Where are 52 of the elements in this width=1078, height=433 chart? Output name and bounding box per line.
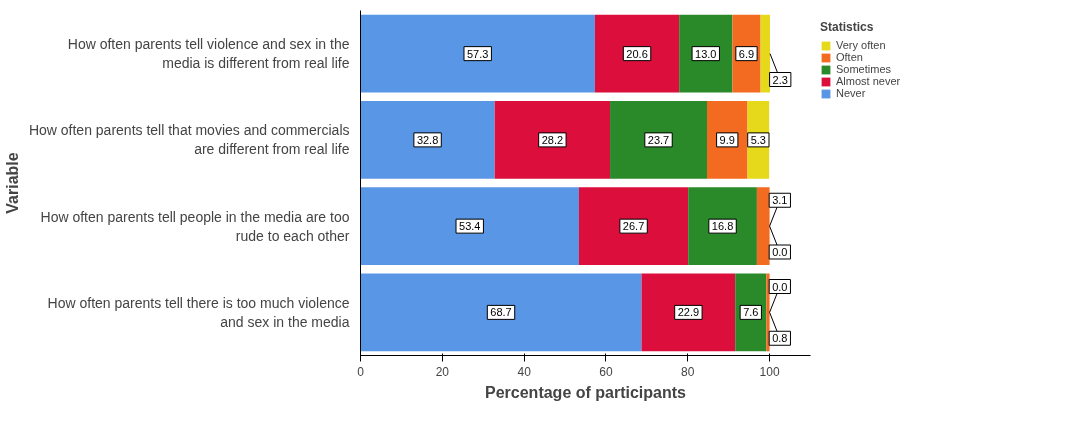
data-label: 2.3 xyxy=(772,73,788,86)
data-label: 22.9 xyxy=(677,306,700,319)
y-tick-label: How often parents tell there is too much violence and sex in the media xyxy=(47,294,350,330)
bar xyxy=(760,14,770,93)
legend-title: Statistics xyxy=(820,20,875,34)
bar xyxy=(360,273,642,352)
y-axis-title: Variable xyxy=(3,152,21,214)
data-label: 0.0 xyxy=(772,246,788,258)
bar xyxy=(707,101,748,179)
bar xyxy=(679,14,733,93)
bar xyxy=(360,187,579,265)
data-label: 3.1 xyxy=(772,194,788,207)
data-label: 16.8 xyxy=(711,220,734,233)
data-label: 23.7 xyxy=(647,133,670,146)
data-label: 6.9 xyxy=(738,47,755,60)
legend-label: Often xyxy=(836,51,863,63)
bar xyxy=(756,187,770,265)
bar xyxy=(360,101,495,179)
data-label: 7.6 xyxy=(743,306,759,319)
x-tick-label: 40 xyxy=(517,364,532,379)
data-label: 57.3 xyxy=(467,47,489,60)
data-label: 0.0 xyxy=(772,280,788,293)
y-tick-label: How often parents tell that movies and commercials are different from real life xyxy=(28,122,350,158)
bar xyxy=(360,14,595,93)
data-label: 68.7 xyxy=(490,306,512,319)
x-tick-label: 0 xyxy=(357,364,365,379)
y-tick-label: How often parents tell people in the media are too rude to each other xyxy=(40,208,350,244)
data-label: 5.3 xyxy=(750,133,766,146)
data-label: 13.0 xyxy=(695,47,717,60)
x-tick-label: 80 xyxy=(681,364,695,379)
bar xyxy=(594,14,680,93)
data-label: 0.8 xyxy=(772,332,788,345)
data-label: 26.7 xyxy=(622,220,645,233)
data-label: 28.2 xyxy=(541,133,564,146)
data-label: 32.8 xyxy=(416,133,439,146)
x-tick-label: 60 xyxy=(599,364,613,379)
x-axis-title: Percentage of participants xyxy=(485,383,687,401)
legend-label: Never xyxy=(836,87,866,99)
bar xyxy=(610,101,707,179)
legend-label: Very often xyxy=(836,39,886,51)
x-tick-label: 100 xyxy=(759,364,780,379)
x-tick-label: 20 xyxy=(435,364,450,379)
bar xyxy=(688,187,757,265)
bar xyxy=(641,273,736,352)
data-label: 9.9 xyxy=(719,133,735,146)
data-label: 53.4 xyxy=(459,220,481,233)
legend-label: Sometimes xyxy=(836,63,892,75)
data-label: 20.6 xyxy=(626,47,648,60)
legend-label: Almost never xyxy=(836,75,901,87)
y-tick-label: How often parents tell violence and sex in the media is different from real life xyxy=(67,36,350,72)
bar xyxy=(494,101,611,179)
bar xyxy=(578,187,689,265)
